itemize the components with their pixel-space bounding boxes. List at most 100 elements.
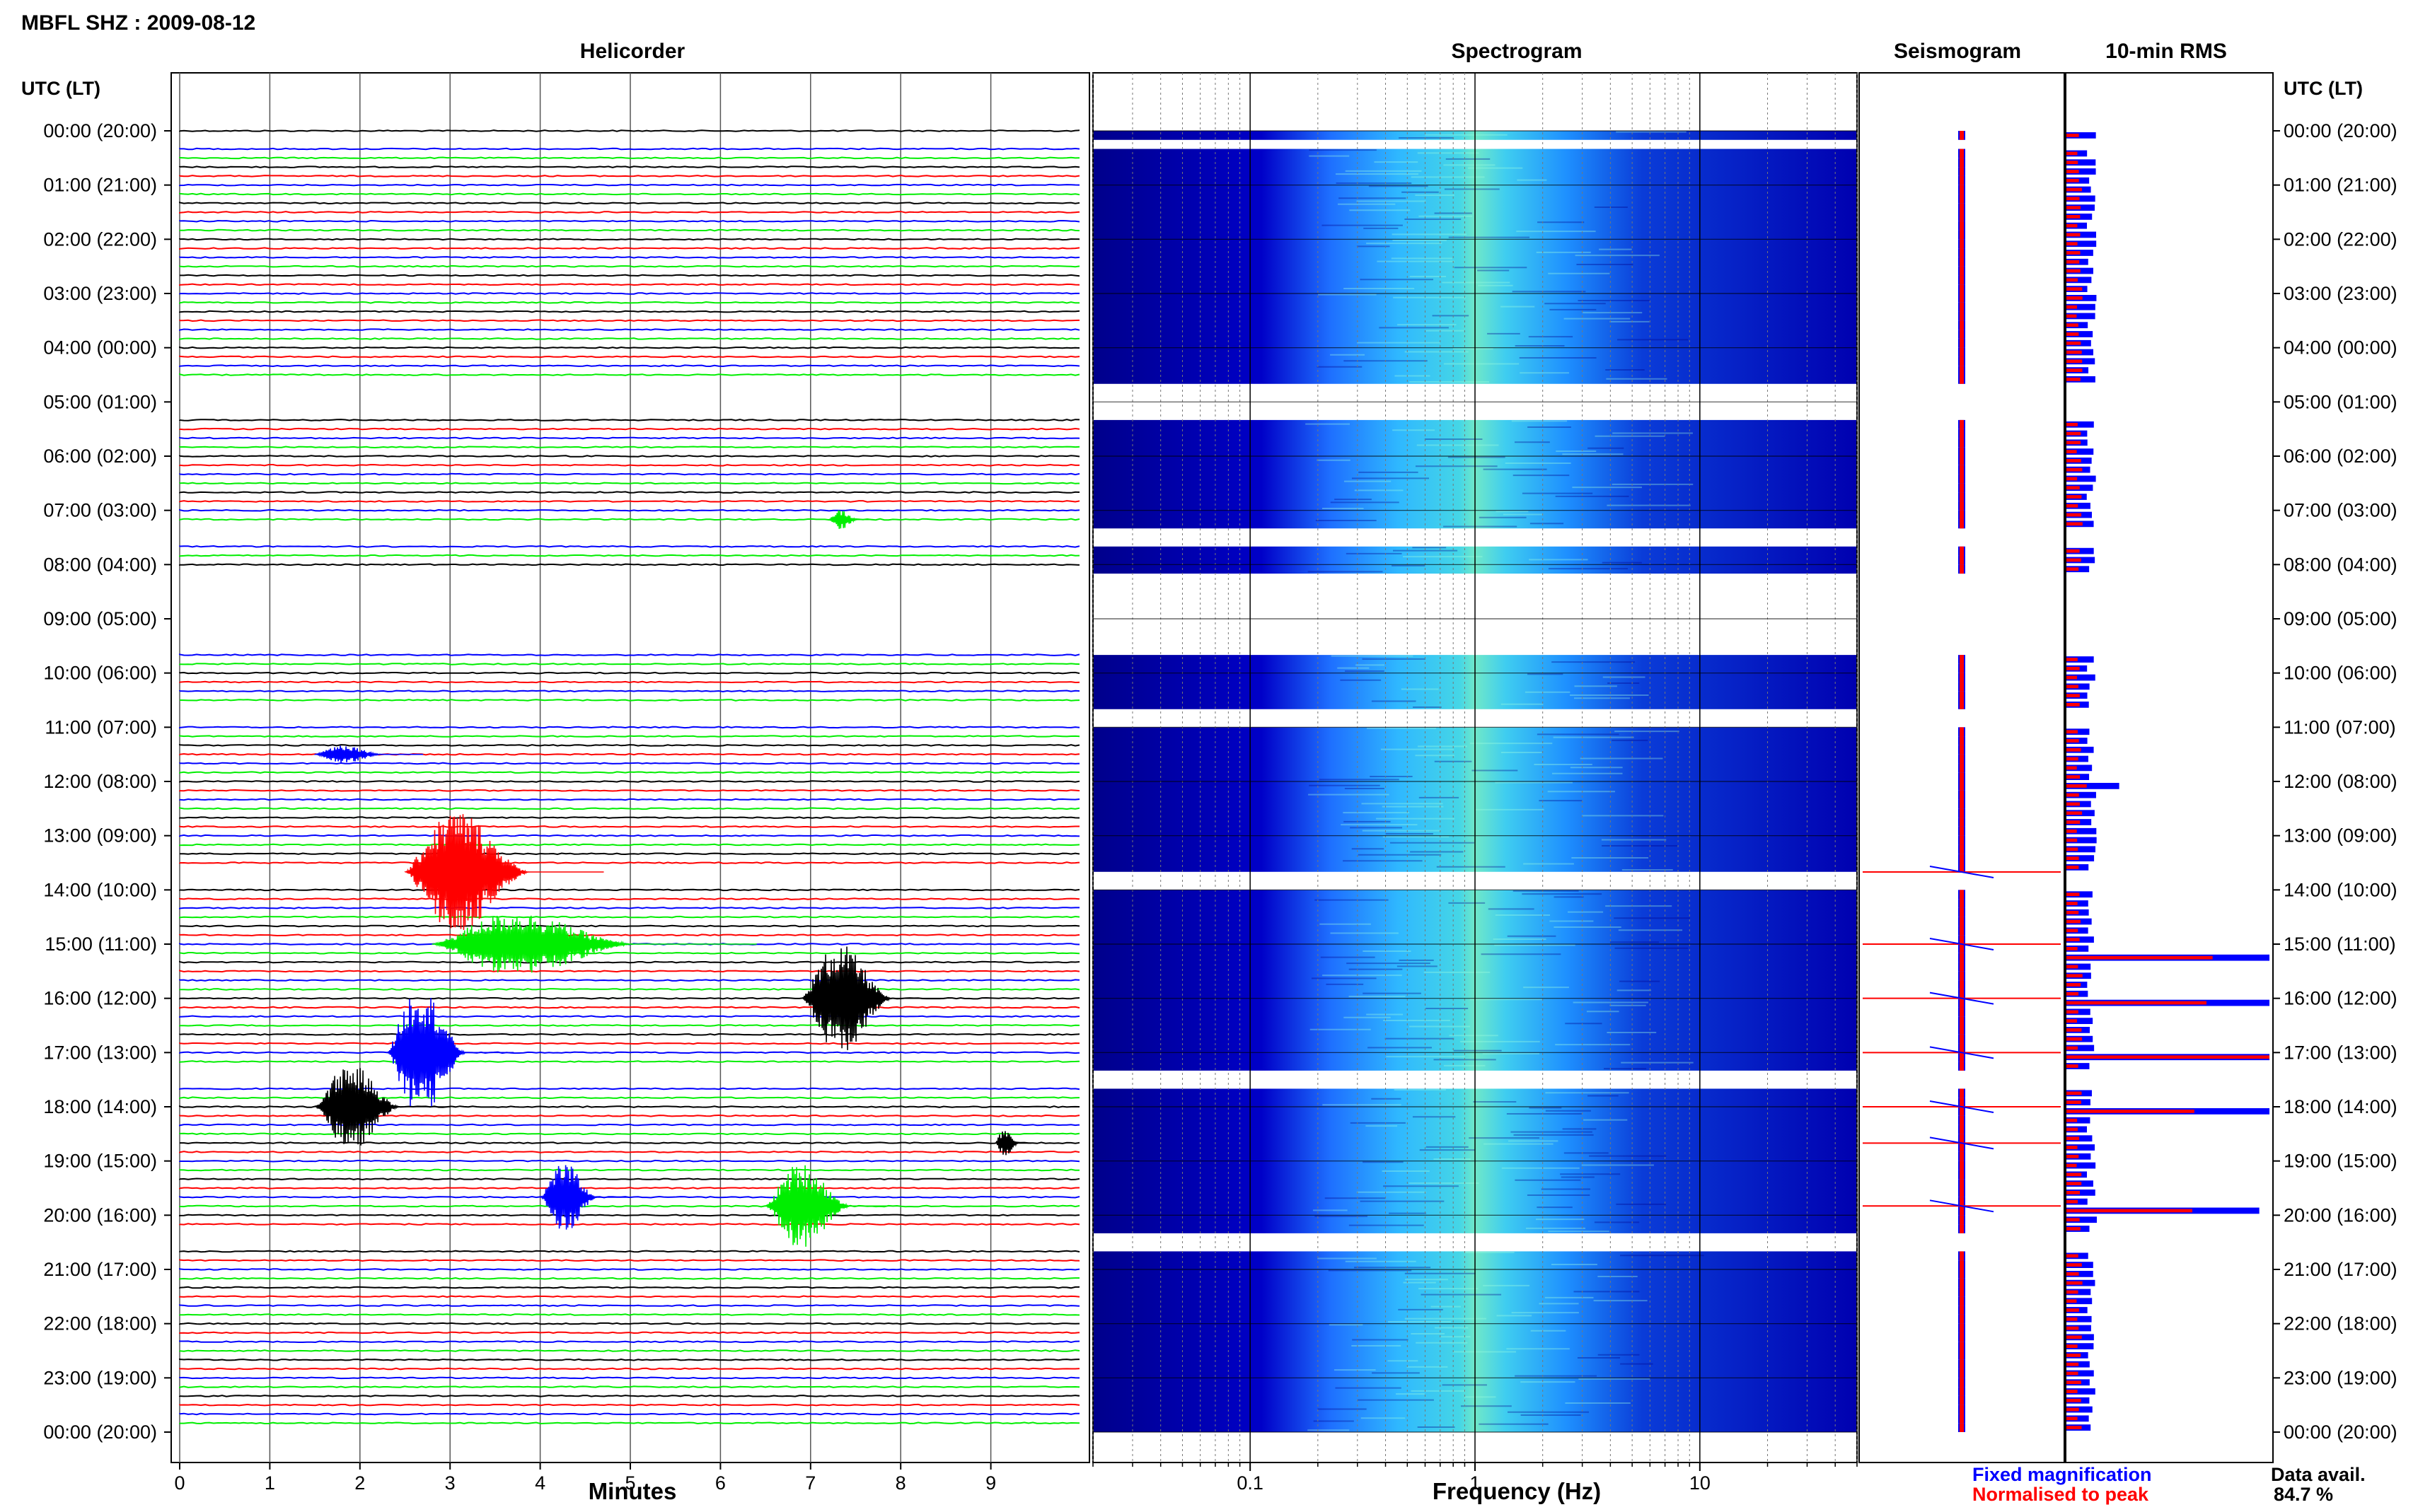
seismogram-trace-normalised — [1960, 1378, 1964, 1388]
helicorder-trace — [179, 671, 1080, 675]
rms-bar-normalised — [2066, 811, 2083, 815]
seismogram-trace-normalised — [1960, 962, 1964, 972]
rms-bar-fixed — [2066, 837, 2097, 844]
helicorder-trace — [179, 771, 1080, 774]
helicorder-trace — [179, 1277, 1080, 1280]
seismogram-trace-normalised — [1960, 366, 1964, 375]
rms-bar-normalised — [2066, 1290, 2078, 1294]
seismogram-trace-normalised — [1960, 158, 1964, 168]
rms-bar-fixed — [2066, 1008, 2090, 1016]
helicorder-trace — [179, 690, 1080, 693]
helicorder-trace — [179, 1177, 1080, 1181]
helicorder-trace — [179, 1322, 1080, 1325]
hour-label-right: 22:00 (18:00) — [2284, 1313, 2397, 1334]
rms-bar-normalised — [2066, 1037, 2083, 1041]
seismogram-trace-normalised — [1960, 1151, 1964, 1161]
helicorder-trace — [179, 1295, 1080, 1298]
hour-label-right: 13:00 (09:00) — [2284, 825, 2397, 847]
helicorder-trace — [179, 1376, 1080, 1380]
seismogram-trace-normalised — [1960, 311, 1964, 321]
seismogram-trace-normalised — [1960, 1161, 1964, 1170]
rms-bar-normalised — [2066, 766, 2077, 770]
seismic-event — [995, 1131, 1031, 1156]
rms-bar-normalised — [2066, 287, 2083, 291]
hour-label-right: 07:00 (03:00) — [2284, 500, 2397, 521]
hour-label-left: 19:00 (15:00) — [43, 1151, 157, 1172]
rms-bar-normalised — [2066, 910, 2079, 914]
rms-bar-normalised — [2066, 892, 2080, 897]
seismogram-trace-normalised — [1960, 1062, 1964, 1071]
rms-bar-normalised — [2066, 1127, 2078, 1132]
rms-bar-normalised — [2066, 206, 2081, 209]
rms-bar-normalised — [2066, 1390, 2078, 1393]
helicorder-trace — [179, 455, 1080, 458]
helicorder-trace — [179, 256, 1080, 259]
rms-bar-fixed — [2066, 231, 2097, 238]
seismogram-trace-normalised — [1960, 1314, 1964, 1324]
rms-bar-normalised — [2066, 314, 2077, 318]
helicorder-trace — [179, 924, 1080, 928]
helicorder-trace — [179, 789, 1080, 792]
helicorder-trace — [179, 861, 1080, 864]
helicorder-trace — [179, 500, 1080, 503]
rms-frame — [2065, 72, 2274, 1463]
hour-label-left: 14:00 (10:00) — [43, 879, 157, 900]
seismogram-event-spike — [1929, 938, 1994, 950]
helicorder-trace — [179, 373, 1080, 376]
helicorder-trace — [179, 653, 1080, 656]
rms-bar-fixed — [2066, 484, 2093, 492]
seismic-event — [315, 1068, 451, 1146]
helicorder-trace — [179, 1268, 1080, 1271]
seismogram-trace-normalised — [1960, 175, 1964, 185]
hour-label-left: 12:00 (08:00) — [43, 771, 157, 792]
hour-label-left: 08:00 (04:00) — [43, 554, 157, 575]
rms-bar-normalised — [2066, 730, 2078, 734]
hour-label-right: 15:00 (11:00) — [2284, 934, 2396, 955]
helicorder-trace — [179, 175, 1080, 178]
rms-bar-normalised — [2066, 269, 2081, 273]
helicorder-trace — [179, 1024, 1080, 1027]
rms-bar-fixed — [2066, 728, 2090, 735]
seismogram-trace-normalised — [1960, 564, 1964, 574]
hour-label-right: 01:00 (21:00) — [2284, 175, 2397, 196]
helicorder-trace — [179, 915, 1080, 919]
seismogram-trace-normalised — [1960, 682, 1964, 692]
rms-bar-normalised — [2066, 170, 2079, 173]
helicorder-trace — [179, 1403, 1080, 1407]
helicorder-trace — [179, 211, 1080, 214]
helicorder-trace — [179, 1187, 1080, 1190]
seismogram-panel — [1858, 72, 2065, 1463]
hour-label-left: 00:00 (20:00) — [43, 1421, 157, 1443]
seismogram-trace-normalised — [1960, 194, 1964, 204]
rms-bar-normalised — [2066, 902, 2078, 905]
hour-label-left: 18:00 (14:00) — [43, 1096, 157, 1117]
seismogram-trace-normalised — [1960, 727, 1964, 737]
hour-label-right: 23:00 (19:00) — [2284, 1367, 2397, 1388]
rms-bar-normalised — [2066, 151, 2078, 156]
helicorder-trace — [179, 1259, 1080, 1262]
rms-bar-normalised — [2066, 1182, 2082, 1185]
seismogram-trace-normalised — [1960, 772, 1964, 781]
helicorder-trace — [179, 283, 1080, 286]
seismic-event — [765, 1165, 901, 1247]
seismic-event — [539, 1165, 630, 1230]
minute-tick-label: 5 — [625, 1472, 635, 1494]
rms-bar-normalised — [2066, 1001, 2207, 1005]
helicorder-traces — [179, 129, 1080, 1425]
rms-bar-normalised — [2066, 919, 2081, 924]
helicorder-trace — [179, 192, 1080, 196]
rms-bar-normalised — [2066, 1199, 2078, 1204]
helicorder-trace — [179, 264, 1080, 268]
seismogram-event-spike — [1929, 866, 1994, 879]
rms-bar-normalised — [2066, 784, 2087, 788]
helicorder-trace — [179, 156, 1080, 160]
seismogram-trace-normalised — [1960, 1423, 1964, 1432]
rms-bar-fixed — [2066, 240, 2097, 248]
hour-label-left: 23:00 (19:00) — [43, 1367, 157, 1388]
rms-bar-fixed — [2066, 1298, 2093, 1305]
rms-bar-normalised — [2066, 504, 2078, 508]
rms-bar-fixed — [2066, 448, 2094, 455]
frequency-tick-label: 10 — [1689, 1472, 1711, 1494]
helicorder-trace — [179, 1223, 1080, 1226]
